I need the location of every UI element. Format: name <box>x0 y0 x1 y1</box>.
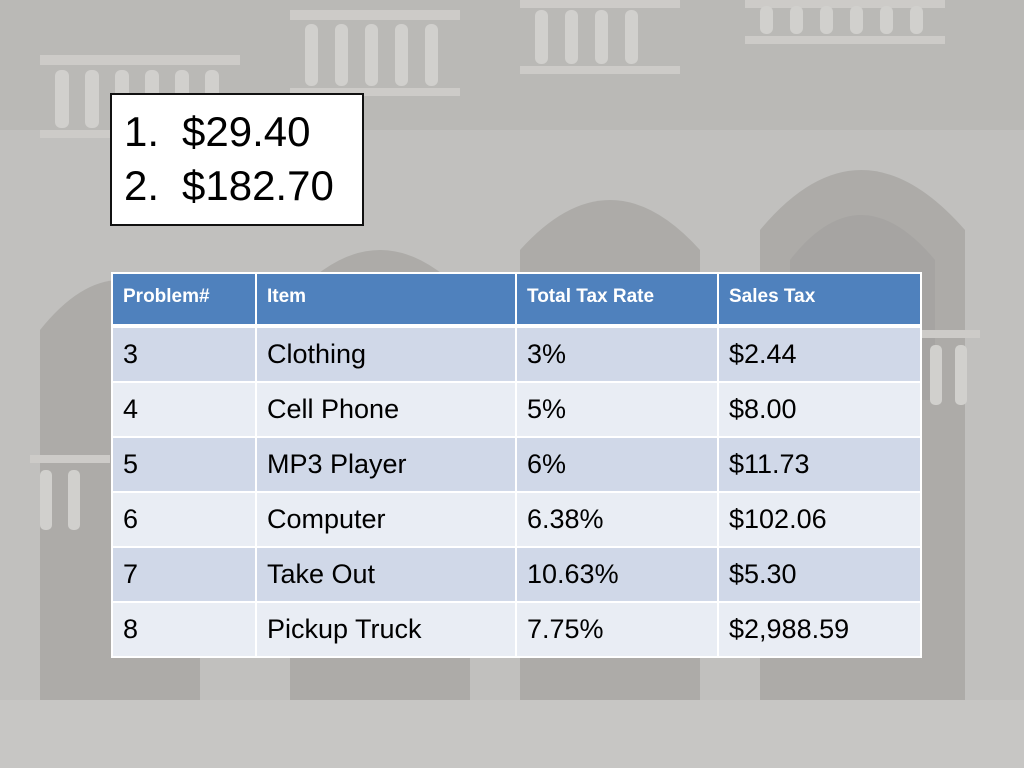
cell-problem-number: 6 <box>111 491 257 548</box>
cell-item: Computer <box>255 491 517 548</box>
table-row: 5 MP3 Player 6% $11.73 <box>111 436 922 493</box>
cell-sales-tax: $11.73 <box>717 436 922 493</box>
cell-item: Pickup Truck <box>255 601 517 658</box>
cell-sales-tax: $8.00 <box>717 381 922 438</box>
cell-problem-number: 3 <box>111 325 257 383</box>
table-row: 4 Cell Phone 5% $8.00 <box>111 381 922 438</box>
cell-total-tax-rate: 7.75% <box>515 601 719 658</box>
cell-problem-number: 4 <box>111 381 257 438</box>
cell-total-tax-rate: 5% <box>515 381 719 438</box>
header-sales-tax: Sales Tax <box>717 272 922 327</box>
answer-value: $182.70 <box>182 162 334 209</box>
table-row: 8 Pickup Truck 7.75% $2,988.59 <box>111 601 922 658</box>
answer-line-2: 2. $182.70 <box>124 159 362 213</box>
cell-problem-number: 8 <box>111 601 257 658</box>
answer-line-1: 1. $29.40 <box>124 105 362 159</box>
answer-number: 1. <box>124 108 160 155</box>
cell-sales-tax: $5.30 <box>717 546 922 603</box>
cell-total-tax-rate: 10.63% <box>515 546 719 603</box>
cell-sales-tax: $2,988.59 <box>717 601 922 658</box>
header-total-tax-rate: Total Tax Rate <box>515 272 719 327</box>
cell-total-tax-rate: 3% <box>515 325 719 383</box>
cell-sales-tax: $102.06 <box>717 491 922 548</box>
table-row: 3 Clothing 3% $2.44 <box>111 325 922 383</box>
answer-value: $29.40 <box>182 108 311 155</box>
cell-problem-number: 5 <box>111 436 257 493</box>
cell-total-tax-rate: 6% <box>515 436 719 493</box>
cell-item: MP3 Player <box>255 436 517 493</box>
header-item: Item <box>255 272 517 327</box>
table-header-row: Problem# Item Total Tax Rate Sales Tax <box>111 272 922 327</box>
table-row: 7 Take Out 10.63% $5.30 <box>111 546 922 603</box>
answer-number: 2. <box>124 162 160 209</box>
cell-total-tax-rate: 6.38% <box>515 491 719 548</box>
cell-item: Cell Phone <box>255 381 517 438</box>
cell-sales-tax: $2.44 <box>717 325 922 383</box>
table-row: 6 Computer 6.38% $102.06 <box>111 491 922 548</box>
cell-problem-number: 7 <box>111 546 257 603</box>
header-problem-number: Problem# <box>111 272 257 327</box>
answer-box: 1. $29.40 2. $182.70 <box>110 93 364 226</box>
cell-item: Take Out <box>255 546 517 603</box>
sales-tax-table: Problem# Item Total Tax Rate Sales Tax 3… <box>111 272 922 658</box>
cell-item: Clothing <box>255 325 517 383</box>
